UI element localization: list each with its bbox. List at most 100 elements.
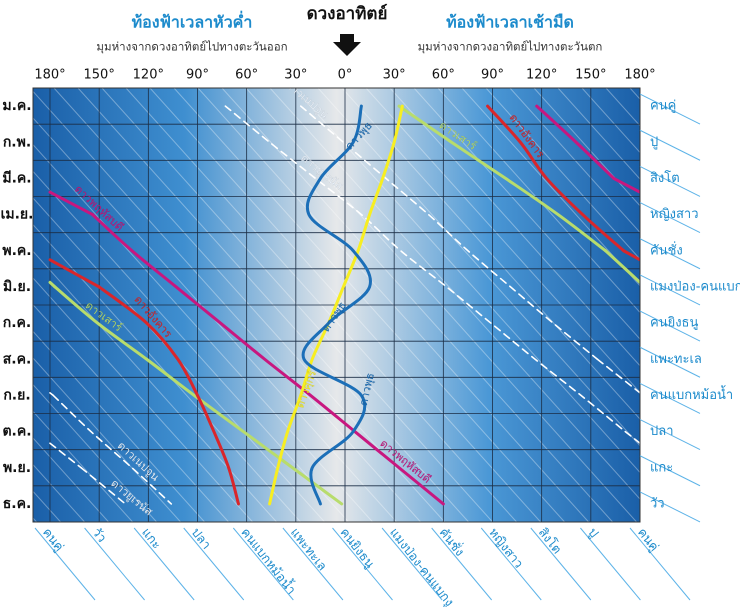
chart-title: ดวงอาทิตย์ xyxy=(307,3,388,24)
series-line xyxy=(91,213,445,506)
zodiac-label: วัว xyxy=(650,496,665,511)
series-line xyxy=(80,466,127,505)
y-tick-label: ก.พ. xyxy=(3,134,31,150)
zodiac-tick xyxy=(639,346,701,378)
zodiac-tick xyxy=(133,527,195,601)
y-tick-label: เม.ย. xyxy=(1,207,34,223)
zodiac-label: ปู xyxy=(585,525,603,541)
zodiac-tick xyxy=(639,491,701,523)
y-tick-label: พ.ค. xyxy=(2,243,31,259)
series-line xyxy=(52,394,173,505)
zodiac-label: คนยิงธนู xyxy=(337,525,379,572)
series-line xyxy=(301,104,372,506)
series-line xyxy=(97,285,240,506)
x-tick-label: 30° xyxy=(383,68,406,83)
plot-frame xyxy=(32,87,641,523)
zodiac-label: คนคู่ xyxy=(39,525,67,555)
x-tick-label: 60° xyxy=(432,68,455,83)
zodiac-label: วัว xyxy=(89,525,109,545)
series-line xyxy=(486,104,626,253)
zodiac-tick xyxy=(530,527,592,601)
zodiac-label: หญิงสาว xyxy=(486,525,527,571)
series-line xyxy=(299,105,599,361)
zodiac-tick xyxy=(639,202,701,234)
series-line xyxy=(224,105,627,433)
zodiac-tick xyxy=(580,527,641,601)
zodiac-tick xyxy=(639,93,701,125)
hatch-line xyxy=(0,88,13,522)
zodiac-tick xyxy=(232,527,294,601)
y-tick-label: พ.ย. xyxy=(3,460,31,476)
x-tick-label: 90° xyxy=(186,68,209,83)
zodiac-label: แกะ xyxy=(139,525,165,552)
hatch-line xyxy=(33,517,37,522)
wrap-segment xyxy=(49,430,640,469)
zodiac-tick xyxy=(480,527,542,601)
zodiac-label: แพะทะเล xyxy=(288,525,331,574)
y-tick-label: มิ.ย. xyxy=(3,279,31,295)
zodiac-tick xyxy=(629,527,691,601)
x-tick-label: 120° xyxy=(526,68,557,83)
x-tick-label: 150° xyxy=(84,68,115,83)
x-tick-label: 60° xyxy=(235,68,258,83)
series-line xyxy=(397,104,608,253)
x-tick-label: 90° xyxy=(481,68,504,83)
zodiac-tick xyxy=(639,310,701,342)
zodiac-tick xyxy=(332,527,393,601)
y-tick-label: ต.ค. xyxy=(2,424,31,440)
zodiac-label: แพะทะเล xyxy=(650,352,702,367)
zodiac-label: สิงโต xyxy=(536,525,565,557)
zodiac-label: ปลา xyxy=(189,525,215,552)
zodiac-tick xyxy=(639,274,701,306)
series-line xyxy=(53,285,344,506)
zodiac-tick xyxy=(381,527,443,601)
zodiac-tick xyxy=(34,527,96,601)
x-tick-label: 30° xyxy=(284,68,307,83)
series-line xyxy=(268,104,404,506)
zodiac-tick xyxy=(84,527,145,601)
y-tick-label: ก.ย. xyxy=(3,387,30,403)
wrap-segment xyxy=(48,249,640,289)
grid xyxy=(33,88,640,522)
x-tick-label: 0° xyxy=(338,68,353,83)
zodiac-tick xyxy=(282,527,344,601)
zodiac-tick xyxy=(639,419,701,451)
right-subheading: มุมห่างจากดวงอาทิตย์ไปทางตะวันตก xyxy=(418,40,603,54)
zodiac-tick xyxy=(639,165,701,197)
zodiac-label: แมงป่อง-คนแบกงู xyxy=(650,279,740,294)
zodiac-label: คนแบกหม้อน้ำ xyxy=(650,385,733,403)
zodiac-tick xyxy=(639,238,701,270)
hatch-line xyxy=(678,88,740,522)
zodiac-label: คันชั่ง xyxy=(437,524,469,559)
zodiac-tick xyxy=(639,382,701,414)
zodiac-label: แกะ xyxy=(650,460,673,475)
y-tick-label: ก.ค. xyxy=(3,315,31,331)
left-heading: ท้องฟ้าเวลาหัวค่ำ xyxy=(132,11,253,32)
x-tick-label: 120° xyxy=(133,68,164,83)
right-heading: ท้องฟ้าเวลาเช้ามืด xyxy=(446,13,574,32)
zodiac-label: หญิงสาว xyxy=(650,207,699,222)
zodiac-label: ปู xyxy=(650,135,658,150)
wrap-segment xyxy=(48,176,640,217)
y-tick-label: ม.ค. xyxy=(2,98,31,114)
left-subheading: มุมห่างจากดวงอาทิตย์ไปทางตะวันออก xyxy=(96,40,287,54)
zodiac-tick xyxy=(639,129,701,161)
zodiac-label: คนคู่ xyxy=(634,525,662,555)
zodiac-label: คนคู่ xyxy=(650,99,676,114)
sun-arrow xyxy=(333,34,361,56)
x-tick-label: 180° xyxy=(624,68,655,83)
series-line xyxy=(535,104,616,180)
zodiac-tick xyxy=(639,455,701,487)
x-tick-label: 150° xyxy=(575,68,606,83)
zodiac-tick xyxy=(183,527,245,601)
hatch-line xyxy=(654,88,740,522)
zodiac-label: สิงโต xyxy=(650,170,680,186)
x-tick-label: 180° xyxy=(34,68,65,83)
y-tick-label: มี.ค. xyxy=(2,170,31,186)
y-tick-label: ส.ค. xyxy=(3,351,32,367)
zodiac-label: คันชั่ง xyxy=(650,241,683,258)
zodiac-tick xyxy=(431,527,493,601)
zodiac-label: ปลา xyxy=(650,424,674,439)
zodiac-label: คนยิงธนู xyxy=(650,316,698,331)
